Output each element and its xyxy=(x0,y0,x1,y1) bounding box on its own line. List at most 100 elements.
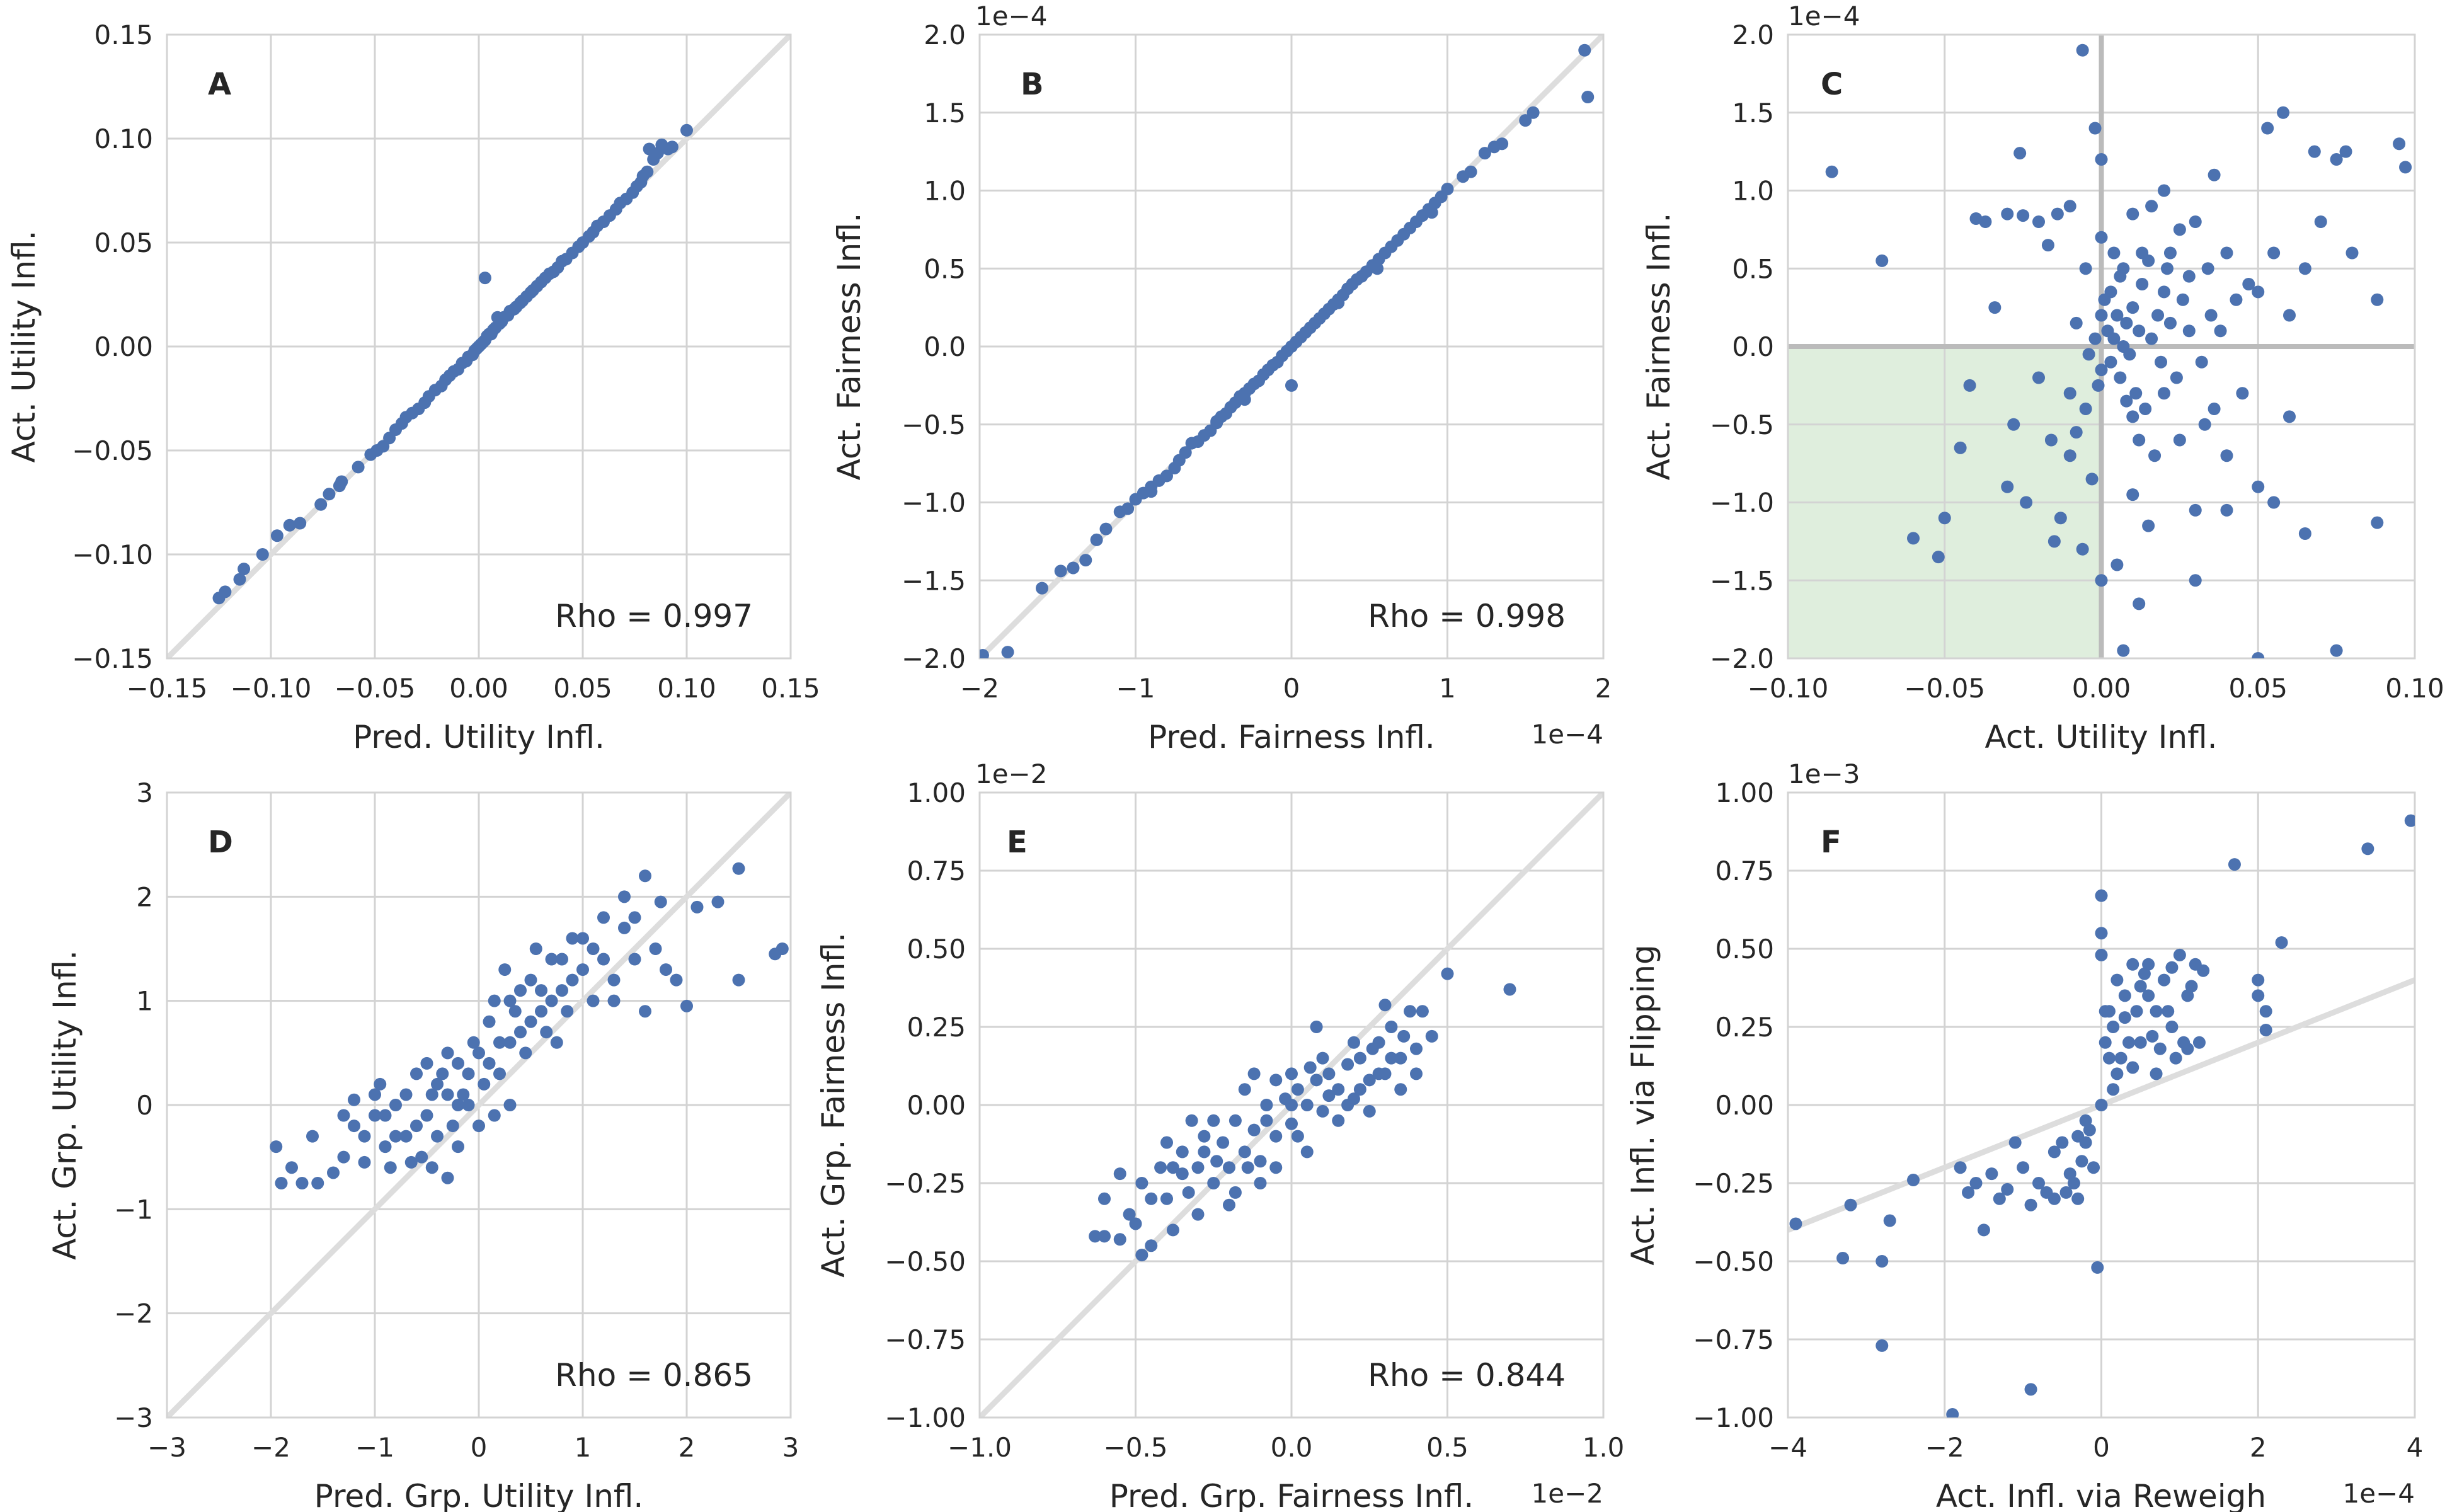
panel-a-point-4 xyxy=(256,548,269,561)
panel-f-point-47 xyxy=(2404,814,2415,827)
panel-d-point-97 xyxy=(384,1161,397,1174)
panel-f-point-23 xyxy=(2095,889,2108,902)
panel-e-point-57 xyxy=(1394,1083,1407,1096)
panel-f-ytick-label-7: 0.75 xyxy=(1715,856,1774,886)
panel-b-xtick-label-0: −2 xyxy=(960,673,999,704)
panel-a-xtick-label-6: 0.15 xyxy=(761,673,820,704)
panel-d-point-9 xyxy=(358,1130,371,1143)
panel-d-point-69 xyxy=(498,963,512,976)
panel-d-point-89 xyxy=(639,1005,651,1018)
panel-f-point-46 xyxy=(2361,842,2374,856)
panel-f-point-67 xyxy=(2177,1036,2191,1049)
panel-f-point-11 xyxy=(1977,1223,1990,1237)
panel-f-point-81 xyxy=(2150,1005,2163,1018)
panel-d-point-17 xyxy=(441,1046,454,1060)
panel-d-point-74 xyxy=(524,1015,537,1028)
panel-c-ytick-label-4: 0.0 xyxy=(1732,331,1774,362)
panel-a-xtick-label-2: −0.05 xyxy=(335,673,416,704)
panel-e-frame xyxy=(978,791,1605,1419)
panel-d-point-83 xyxy=(576,932,589,945)
panel-d-point-95 xyxy=(441,1171,454,1184)
panel-f-ytick-label-3: −0.25 xyxy=(1693,1168,1774,1199)
panel-c-point-5 xyxy=(2001,207,2014,220)
panel-e-ytick-label-7: 0.75 xyxy=(907,856,966,886)
panel-c-frame xyxy=(1787,33,2416,660)
panel-a-ytick-label-0: −0.15 xyxy=(72,643,153,674)
panel-d-point-65 xyxy=(478,1077,491,1091)
panel-c-point-99 xyxy=(2088,332,2102,345)
panel-f-point-30 xyxy=(2126,958,2139,971)
panel-e-point-56 xyxy=(1378,999,1392,1012)
panel-d-ytick-label-5: 2 xyxy=(136,881,153,912)
panel-e-point-12 xyxy=(1191,1161,1205,1174)
panel-a-point-6 xyxy=(283,518,296,532)
panel-e-point-22 xyxy=(1269,1130,1283,1143)
panel-c-point-103 xyxy=(2151,309,2165,322)
panel-f-point-51 xyxy=(2024,1198,2037,1211)
panel-a-rho: Rho = 0.997 xyxy=(555,598,753,634)
panel-d-point-84 xyxy=(587,994,600,1007)
panel-b-point-79 xyxy=(1067,561,1080,575)
panel-d-ytick-label-6: 3 xyxy=(136,777,153,808)
panel-b-plot-layer: −2 −1 0 1 2 −2.0 −1.5 −1.0 −0.5 0.0 0.5 1.0 1.5 2.0 xyxy=(902,20,1612,704)
panel-c-point-110 xyxy=(2114,270,2127,283)
panel-b-xlabel: Pred. Fairness Infl. xyxy=(1148,719,1435,755)
panel-c-point-64 xyxy=(2126,488,2139,501)
panel-e-point-2 xyxy=(1113,1233,1126,1246)
panel-e-point-44 xyxy=(1191,1208,1205,1221)
panel-d-point-2 xyxy=(285,1161,298,1174)
panel-b-ytick-label-5: 0.5 xyxy=(924,253,966,284)
panel-c-ytick-label-2: −1.0 xyxy=(1710,488,1774,518)
panel-b-frame xyxy=(978,33,1605,660)
panel-a-xtick-label-3: 0.00 xyxy=(449,673,508,704)
panel-d-point-42 xyxy=(711,895,724,908)
panel-c-point-45 xyxy=(1963,379,1976,392)
panel-e-ytick-label-1: −0.75 xyxy=(885,1324,966,1355)
panel-f-point-72 xyxy=(2126,1061,2139,1074)
panel-c-point-16 xyxy=(2107,246,2121,260)
panel-c-point-83 xyxy=(2189,574,2202,587)
panel-d-point-34 xyxy=(618,921,631,934)
panel-c-xtick-label-4: 0.10 xyxy=(2385,673,2444,704)
panel-f-label: F xyxy=(1821,825,1841,860)
panel-d-point-21 xyxy=(483,1015,496,1028)
panel-d-xtick-label-2: −1 xyxy=(355,1432,394,1463)
panel-e-point-58 xyxy=(1160,1136,1173,1149)
panel-b-label: B xyxy=(1021,67,1044,102)
panel-d-point-43 xyxy=(732,862,745,875)
panel-d-point-86 xyxy=(607,994,621,1007)
panel-e-point-21 xyxy=(1260,1099,1273,1111)
panel-c-point-11 xyxy=(2063,200,2076,213)
panel-b-point-8 xyxy=(1121,502,1135,515)
panel-c-point-70 xyxy=(2208,403,2221,415)
panel-c-point-32 xyxy=(2267,246,2281,260)
panel-f-point-48 xyxy=(1962,1186,1975,1199)
panel-f-xtick-label-0: −4 xyxy=(1768,1432,1807,1463)
panel-f-point-24 xyxy=(2095,948,2108,961)
panel-a-point-11 xyxy=(335,475,348,488)
panel-d-point-81 xyxy=(561,1005,574,1018)
panel-a-point-2 xyxy=(233,573,246,586)
panel-c-point-53 xyxy=(2032,371,2045,384)
panel-c-point-33 xyxy=(2283,309,2296,322)
panel-d-point-80 xyxy=(556,953,568,966)
panel-c-point-92 xyxy=(2123,348,2136,361)
panel-e-point-13 xyxy=(1198,1130,1211,1143)
panel-d-identity-line xyxy=(167,793,791,1418)
panel-c-point-23 xyxy=(2173,223,2186,236)
panel-c-point-114 xyxy=(2095,309,2108,322)
panel-a-plot-layer: −0.15 −0.10 −0.05 0.00 0.05 0.10 0.15 −0.15 −0.1… xyxy=(72,20,820,704)
panel-d-point-99 xyxy=(488,1109,501,1122)
panel-f-point-73 xyxy=(2134,980,2147,993)
panel-d-rho: Rho = 0.865 xyxy=(555,1357,753,1394)
panel-e-point-74 xyxy=(1166,1161,1179,1174)
panel-d-point-70 xyxy=(503,1036,517,1049)
panel-e-point-45 xyxy=(1207,1114,1220,1127)
panel-b-point-66 xyxy=(1441,183,1454,196)
panel-e-point-46 xyxy=(1223,1198,1235,1211)
panel-b-ytick-label-2: −1.0 xyxy=(902,488,966,518)
panel-e-point-66 xyxy=(1372,1067,1385,1080)
panel-f-y-exponent: 1e−3 xyxy=(1788,759,1860,789)
panel-b-point-83 xyxy=(1519,114,1532,127)
panel-c-point-38 xyxy=(2371,293,2384,306)
